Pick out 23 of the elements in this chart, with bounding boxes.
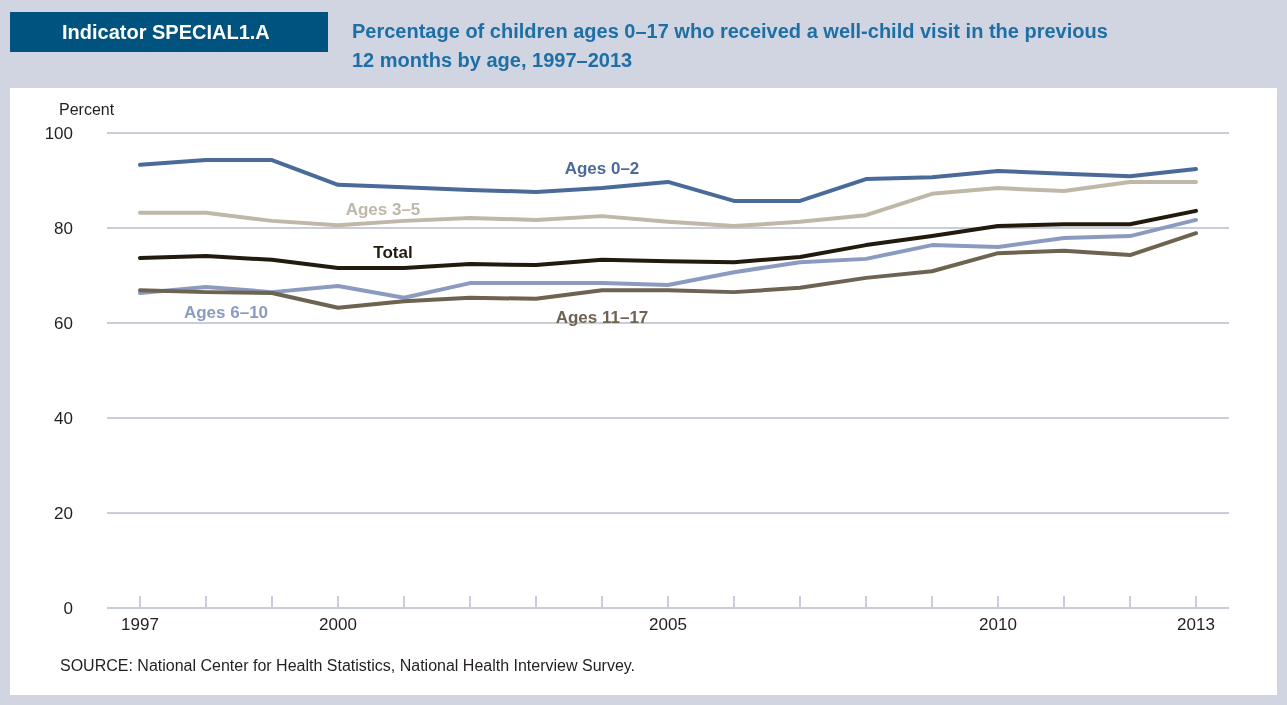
series-label: Total — [373, 242, 413, 262]
y-axis-title: Percent — [59, 100, 115, 118]
chart-subtitle: Percentage of children ages 0–17 who received a well-child visit in the previous 12 months by age, 1997–2013 — [352, 19, 1109, 73]
x-tick-label: 2013 — [1177, 615, 1215, 634]
line-series — [138, 217, 1198, 300]
series-label: Ages 11–17 — [555, 308, 649, 328]
x-tick-label: 2005 — [649, 615, 687, 634]
x-tick-label: 1997 — [121, 615, 159, 634]
series-label: Ages 0–2 — [564, 159, 640, 179]
chart-title: Indicator SPECIAL1.A — [10, 12, 328, 52]
y-tick-label: 100 — [44, 123, 73, 143]
source-note: SOURCE: National Center for Health Statistics, National Health Interview Survey. — [60, 657, 636, 675]
series-label: Ages 3–5 — [345, 200, 421, 220]
line-series — [138, 158, 1198, 203]
x-tick-label: 2010 — [979, 615, 1017, 634]
series-label: Ages 6–10 — [183, 302, 269, 322]
y-tick-label: 0 — [63, 598, 73, 618]
x-tick-label: 2000 — [319, 615, 357, 634]
y-tick-label: 40 — [54, 408, 73, 428]
line-series — [138, 179, 1198, 229]
y-tick-label: 20 — [54, 503, 73, 523]
y-tick-label: 80 — [54, 218, 73, 238]
y-tick-label: 60 — [54, 313, 73, 333]
